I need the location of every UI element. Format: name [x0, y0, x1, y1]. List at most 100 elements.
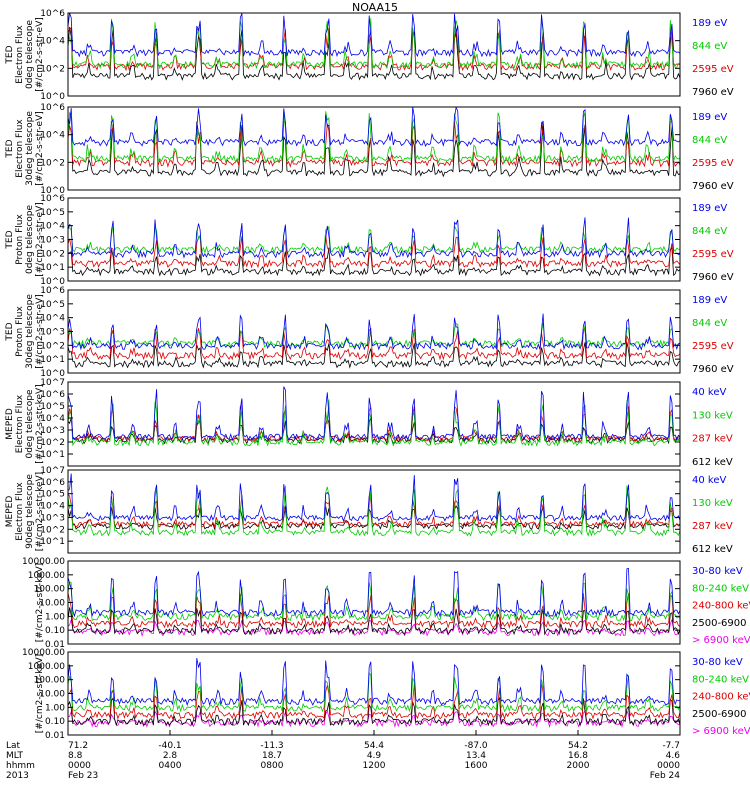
ytick-label: 10^2	[40, 64, 65, 74]
ylabel-line: TED	[5, 322, 15, 341]
series-line-4	[67, 386, 681, 442]
series-line-1	[67, 246, 681, 277]
legend-entry: 240-800 keV	[692, 601, 750, 612]
ylabel-line: Proton Flux	[15, 306, 25, 357]
series-line-2	[67, 26, 681, 72]
footer-value: -11.3	[260, 741, 283, 751]
ytick-label: 10^5	[40, 208, 65, 218]
series-line-4	[67, 217, 681, 259]
ylabel-line: 30deg telescope	[25, 111, 35, 186]
series-line-3	[67, 399, 681, 447]
ytick-label: 10^6	[40, 390, 65, 400]
ylabel-line: 0deg telescope	[25, 205, 35, 275]
ytick-label: 10^7	[40, 466, 65, 476]
ylabel-line: [#/cm2-s-str-keV]	[35, 563, 45, 642]
ytick-label: 10^1	[40, 355, 65, 365]
series-line-4	[67, 313, 681, 351]
footer-group: Lat 71.2 -40.1 -11.3 54.4 -87.0 54.2 -7.7 MLT 8.8…	[6, 730, 681, 781]
legend-entry: 189 eV	[692, 295, 727, 306]
ytick-label: 10^1	[40, 450, 65, 460]
footer-value: 13.4	[466, 751, 486, 761]
footer-value: 0000	[68, 761, 91, 771]
panel-5: 10^1 10^2 10^3 10^4 10^5 10^6 10^7 MEPED Electro…	[5, 378, 733, 468]
panel-frame	[67, 197, 681, 282]
ytick-label: 1000.00	[28, 662, 65, 672]
panel-frame	[67, 469, 681, 554]
series-line-3	[67, 322, 681, 349]
series-line-2	[67, 235, 681, 269]
ytick-label: 0.01	[45, 640, 65, 650]
ylabel-line: MEPED	[5, 408, 15, 440]
footer-row-label: 2013	[6, 771, 29, 781]
legend-entry: 7960 eV	[692, 181, 734, 192]
footer-value: 54.4	[364, 741, 384, 751]
footer-value: Feb 24	[650, 771, 681, 781]
legend-entry: 844 eV	[692, 41, 727, 52]
ytick-label: 10^5	[40, 300, 65, 310]
ytick-label: 10^3	[40, 328, 65, 338]
ytick-label: 10^2	[40, 341, 65, 351]
ytick-label: 10^3	[40, 513, 65, 523]
ytick-label: 100.00	[34, 585, 66, 595]
footer-value: Feb 23	[68, 771, 98, 781]
ytick-label: 10^1	[40, 263, 65, 273]
ytick-label: 10^4	[40, 414, 65, 424]
legend-entry: 287 keV	[692, 521, 733, 532]
legend-entry: 7960 eV	[692, 272, 734, 283]
ytick-label: 0.01	[45, 731, 65, 741]
ytick-label: 10^2	[40, 438, 65, 448]
legend-entry: > 6900 keV	[692, 635, 750, 646]
ytick-label: 10^6	[40, 194, 65, 204]
footer-value: 8.8	[68, 751, 83, 761]
ylabel-line: 0deg telescope	[25, 389, 35, 459]
footer-row-label: MLT	[6, 751, 24, 761]
panel-3: 10^0 10^1 10^2 10^3 10^4 10^5 10^6 TED Proton Fl…	[5, 194, 734, 287]
ytick-label: 10^3	[40, 236, 65, 246]
footer-value: 4.9	[367, 751, 382, 761]
legend-entry: 80-240 keV	[692, 583, 749, 594]
ytick-label: 10^0	[40, 369, 65, 379]
ytick-label: 10^0	[40, 186, 65, 196]
ylabel-line: [#/cm2-s-str-keV]	[35, 654, 45, 733]
legend-entry: 130 keV	[692, 410, 733, 421]
footer-row-label: hhmm	[6, 761, 35, 771]
legend-entry: 2595 eV	[692, 341, 734, 352]
ytick-label: 10000.00	[22, 648, 65, 658]
legend-entry: 30-80 keV	[692, 566, 743, 577]
footer-value: -40.1	[158, 741, 181, 751]
series-line-2	[67, 406, 681, 444]
ylabel-line: Electron Flux	[15, 25, 25, 84]
ylabel-line: [#/cm2-s-str-eV]	[35, 294, 45, 369]
footer-value: 1600	[465, 761, 488, 771]
panel-6: 10^1 10^2 10^310^4 10^5 10^6 10^7 MEPED Electro…	[5, 466, 733, 555]
ytick-label: 10^6	[40, 103, 65, 113]
footer-row-label: Lat	[6, 741, 21, 751]
legend-entry: 844 eV	[692, 135, 727, 146]
ytick-label: 10^4	[40, 37, 65, 47]
ytick-label: 10^2	[40, 249, 65, 259]
ytick-label: 10^0	[40, 92, 65, 102]
series-line-3	[67, 593, 681, 630]
legend-entry: 2500-6900	[692, 618, 747, 629]
ytick-label: 10^5	[40, 490, 65, 500]
series-line-2	[67, 696, 681, 727]
series-line-3	[67, 224, 681, 255]
ytick-label: 0.10	[45, 717, 65, 727]
footer-value: 54.2	[568, 741, 588, 751]
ytick-label: 10^6	[40, 478, 65, 488]
footer-value: 71.2	[68, 741, 88, 751]
panel-4: 10^0 10^1 10^2 10^3 10^4 10^5 10^6 TED Proton Fl…	[5, 286, 734, 379]
series-line-1	[67, 417, 681, 445]
panel-2: 10^0 10^2 10^4 10^6 TED Electron Flux 30deg te…	[5, 103, 734, 196]
legend-entry: 40 keV	[692, 475, 726, 486]
legend-entry: 612 keV	[692, 544, 733, 555]
ytick-label: 1.00	[45, 612, 65, 622]
legend-entry: 7960 eV	[692, 364, 734, 375]
series-line-1	[67, 342, 681, 369]
ylabel-line: Electron Flux	[15, 394, 25, 453]
ytick-label: 100.00	[34, 676, 66, 686]
legend-entry: 2595 eV	[692, 64, 734, 75]
ylabel-line: Electron Flux	[15, 482, 25, 541]
panel-frame	[67, 381, 681, 467]
